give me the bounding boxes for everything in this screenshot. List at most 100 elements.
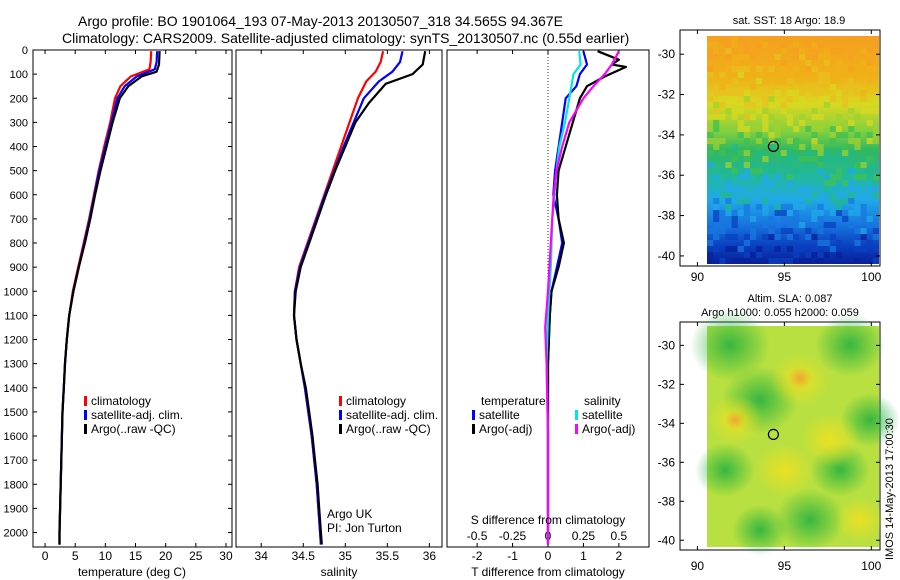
- sst-pixel: [805, 258, 812, 264]
- sst-pixel: [823, 96, 830, 102]
- sst-pixel: [719, 150, 726, 156]
- legend-label: climatology: [91, 394, 151, 408]
- t-difference-label: T difference from climatology: [471, 565, 625, 579]
- sst-pixel: [842, 84, 849, 90]
- sst-pixel: [786, 138, 793, 144]
- sst-pixel: [719, 192, 726, 198]
- sst-pixel: [725, 78, 732, 84]
- sla-blob: [800, 413, 860, 467]
- legend-label: Argo(-adj): [479, 422, 532, 436]
- sst-pixel: [756, 132, 763, 138]
- legend-label: satellite: [479, 408, 520, 422]
- sst-pixel: [854, 240, 861, 246]
- sst-pixel: [842, 150, 849, 156]
- depth-tick-label: 1900: [4, 503, 28, 515]
- sst-pixel: [707, 42, 714, 48]
- sst-pixel: [774, 234, 781, 240]
- sst-pixel: [835, 210, 843, 216]
- sst-pixel: [780, 102, 787, 108]
- sst-pixel: [866, 78, 873, 84]
- sst-pixel: [817, 174, 824, 180]
- sst-pixel: [737, 132, 744, 138]
- sst-pixel: [811, 222, 818, 228]
- depth-tick-label: 100: [10, 69, 28, 81]
- sst-pixel: [719, 138, 726, 144]
- sst-pixel: [707, 96, 714, 102]
- sst-pixel: [774, 222, 781, 228]
- sst-pixel: [854, 186, 861, 192]
- sst-pixel: [811, 192, 818, 198]
- sst-pixel: [811, 252, 818, 258]
- sst-pixel: [780, 174, 787, 180]
- sla-blob: [815, 313, 885, 377]
- sst-pixel: [774, 78, 781, 84]
- sst-pixel: [829, 192, 836, 198]
- sst-pixel: [725, 84, 732, 90]
- sst-pixel: [799, 258, 806, 264]
- sst-pixel: [786, 246, 793, 252]
- sst-pixel: [737, 162, 744, 168]
- sst-pixel: [731, 60, 738, 66]
- sst-pixel: [866, 222, 873, 228]
- x-tick-label: 1: [580, 549, 587, 563]
- sst-pixel: [762, 42, 769, 48]
- sst-pixel: [737, 258, 744, 264]
- depth-tick-label: 400: [10, 142, 28, 154]
- sst-pixel: [860, 228, 867, 234]
- sst-pixel: [842, 66, 849, 72]
- sst-pixel: [756, 144, 763, 150]
- sst-pixel: [848, 192, 855, 198]
- sst-pixel: [823, 180, 830, 186]
- sst-pixel: [872, 96, 879, 102]
- sst-pixel: [731, 210, 738, 216]
- sst-pixel: [793, 48, 800, 54]
- sst-pixel: [835, 252, 843, 258]
- sst-pixel: [860, 48, 867, 54]
- sst-pixel: [805, 36, 812, 42]
- map-x-label: 100: [861, 270, 881, 284]
- sst-pixel: [854, 246, 861, 252]
- sst-pixel: [805, 60, 812, 66]
- sst-pixel: [829, 210, 836, 216]
- sst-pixel: [793, 90, 800, 96]
- sst-pixel: [848, 150, 855, 156]
- sst-pixel: [793, 156, 800, 162]
- annotation-pi: PI: Jon Turton: [327, 521, 402, 535]
- sst-pixel: [811, 138, 818, 144]
- sst-pixel: [780, 42, 787, 48]
- map-y-label: -40: [658, 533, 676, 547]
- sst-pixel: [799, 186, 806, 192]
- map-y-label: -32: [658, 88, 676, 102]
- salinity-axes: [235, 49, 443, 548]
- header-line1: Argo profile: BO 1901064_193 07-May-2013…: [78, 13, 563, 29]
- sst-pixel: [713, 138, 720, 144]
- sst-pixel: [811, 156, 818, 162]
- sst-pixel: [805, 228, 812, 234]
- map-x-label: 95: [778, 270, 792, 284]
- legend-swatch: [472, 410, 475, 420]
- sst-pixel: [799, 246, 806, 252]
- sst-pixel: [737, 150, 744, 156]
- sst-pixel: [774, 210, 781, 216]
- sla-blob: [775, 488, 845, 552]
- sst-pixel: [774, 138, 781, 144]
- legend-title-salinity: salinity: [584, 394, 621, 408]
- sst-pixel: [872, 258, 879, 264]
- sst-pixel: [731, 246, 738, 252]
- sst-pixel: [823, 252, 830, 258]
- map-x-label: 90: [691, 270, 705, 284]
- annotation-argo-uk: Argo UK: [327, 507, 372, 521]
- map-y-label: -34: [658, 128, 676, 142]
- sst-pixel: [743, 204, 750, 210]
- map-y-label: -40: [658, 249, 676, 263]
- sst-pixel: [805, 42, 812, 48]
- sst-pixel: [731, 54, 738, 60]
- difference-series: [544, 50, 628, 545]
- sst-pixel: [848, 222, 855, 228]
- sst-pixel: [817, 78, 824, 84]
- sst-pixel: [799, 48, 806, 54]
- sst-pixel: [750, 126, 757, 132]
- sst-pixel: [780, 78, 787, 84]
- legend-swatch: [472, 424, 475, 434]
